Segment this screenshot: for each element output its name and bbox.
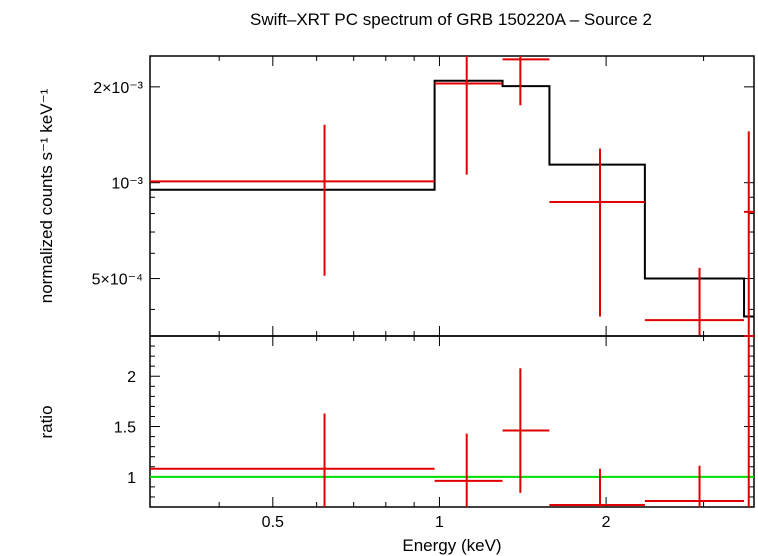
top-data-point: [434, 56, 503, 175]
top-y-tick-label: 2×10⁻³: [93, 80, 143, 97]
ratio-data-point: [150, 413, 435, 507]
bottom-y-tick-label: 1: [127, 470, 136, 487]
ratio-data-point: [549, 468, 645, 507]
x-tick-label: 1: [435, 514, 444, 531]
top-plot-frame: [149, 55, 755, 337]
top-data-point: [644, 267, 745, 336]
bottom-ylabel: ratio: [37, 405, 56, 438]
bottom-plot-frame: [149, 335, 755, 508]
bottom-data-points: [150, 335, 754, 507]
top-data-point: [744, 131, 754, 336]
ratio-data-point: [434, 433, 503, 507]
top-panel: 5×10⁻⁴ 10⁻³ 2×10⁻³ normalized counts s⁻¹ k…: [37, 55, 755, 337]
bottom-y-tick-label: 2: [127, 369, 136, 386]
bottom-y-tick-label: 1.5: [114, 420, 136, 437]
top-ylabel: normalized counts s⁻¹ keV⁻¹: [37, 88, 56, 303]
ratio-data-point: [744, 335, 754, 507]
ratio-data-point: [502, 368, 550, 493]
model-step-line: [150, 79, 754, 318]
top-data-point: [549, 148, 645, 317]
top-y-tick-label: 10⁻³: [111, 176, 143, 193]
top-data-points: [150, 56, 754, 336]
x-tick-label: 0.5: [262, 514, 284, 531]
top-model-steps: [150, 79, 754, 318]
chart-title: Swift–XRT PC spectrum of GRB 150220A – S…: [250, 10, 652, 29]
top-data-point: [502, 56, 550, 106]
xlabel: Energy (keV): [402, 536, 501, 555]
top-data-point: [150, 124, 435, 276]
ratio-data-point: [644, 465, 745, 507]
bottom-panel: 1 1.5 2 0.5 1 2 ratio Energy (keV): [37, 335, 755, 555]
x-tick-label: 2: [602, 514, 611, 531]
top-axis-ticks: 5×10⁻⁴ 10⁻³ 2×10⁻³: [92, 56, 754, 336]
top-y-tick-label: 5×10⁻⁴: [92, 272, 143, 289]
